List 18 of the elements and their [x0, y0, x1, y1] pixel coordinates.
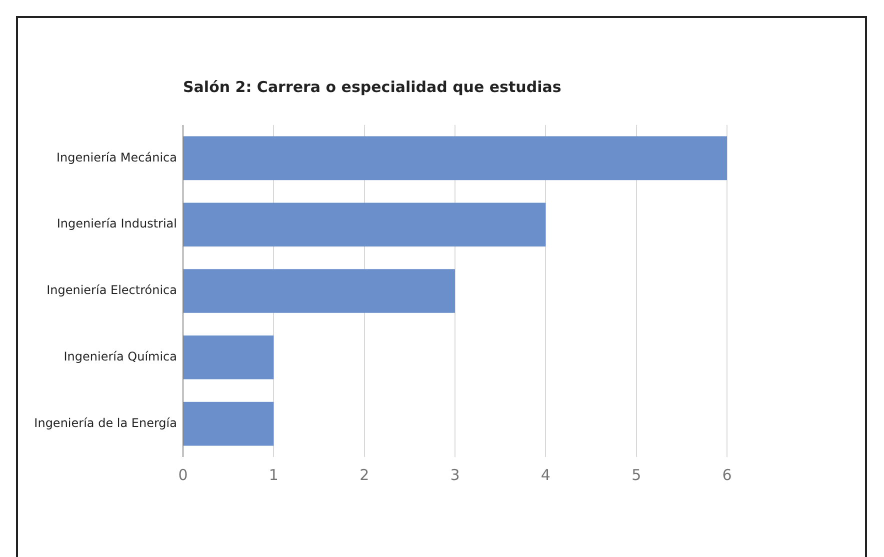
bar — [184, 269, 455, 313]
x-tick-label: 3 — [450, 466, 460, 484]
y-tick-label: Ingeniería Industrial — [56, 216, 177, 231]
bar — [184, 335, 274, 380]
chart-title: Salón 2: Carrera o especialidad que estudias — [183, 78, 562, 96]
bar — [184, 202, 546, 247]
bar — [184, 402, 274, 446]
y-tick-label: Ingeniería de la Energía — [34, 416, 177, 430]
x-tick-label: 6 — [722, 466, 732, 484]
x-tick-label: 1 — [268, 466, 278, 484]
bar — [184, 136, 727, 180]
y-tick-label: Ingeniería Mecánica — [56, 150, 177, 164]
x-tick-label: 5 — [632, 466, 642, 484]
x-tick-label: 4 — [540, 466, 550, 484]
x-tick-label: 2 — [360, 466, 370, 484]
y-tick-label: Ingeniería Electrónica — [46, 283, 177, 298]
y-tick-label: Ingeniería Química — [64, 350, 177, 364]
x-tick-label: 0 — [178, 466, 188, 484]
